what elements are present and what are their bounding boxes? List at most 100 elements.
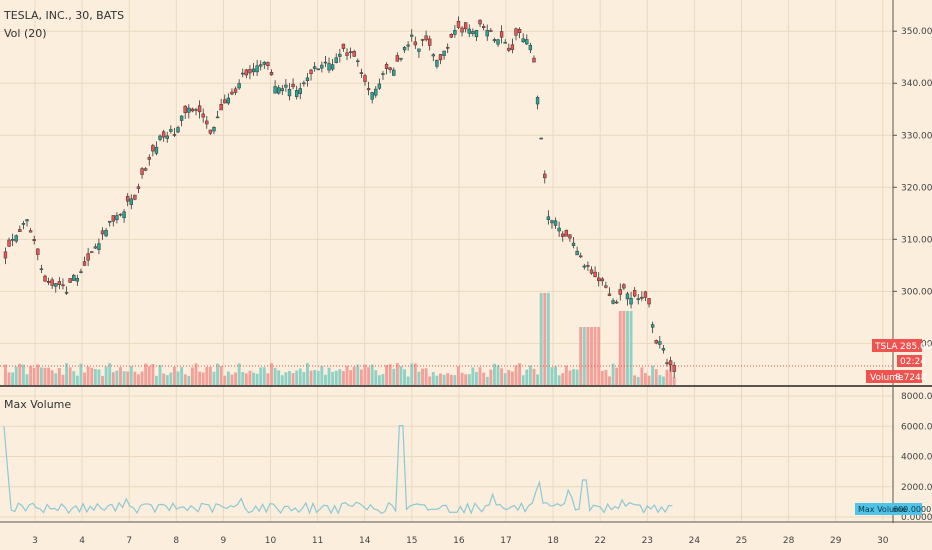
volume-bar: [510, 371, 514, 385]
candle-body: [50, 279, 54, 286]
max-volume-line: [3, 425, 673, 515]
candle-body: [334, 57, 338, 64]
candle-body: [280, 88, 284, 92]
candle-body: [122, 211, 126, 219]
candle-body: [32, 239, 36, 241]
volume-bar: [528, 365, 532, 385]
volume-bar: [151, 364, 155, 385]
volume-bar: [424, 368, 428, 385]
x-tick-label: 4: [79, 536, 85, 546]
candle-body: [442, 50, 446, 56]
volume-bar: [180, 367, 184, 385]
candle-body: [133, 194, 137, 200]
volume-bar: [550, 367, 554, 385]
candle-body: [521, 38, 525, 43]
candle-body: [223, 99, 227, 104]
candle-body: [395, 55, 400, 62]
volume-bar: [237, 363, 241, 385]
x-tick-label: 24: [689, 536, 701, 546]
volume-bar: [399, 366, 403, 385]
volume-bar: [352, 366, 356, 385]
y-tick-label: 310.00: [901, 235, 932, 245]
volume-bar: [554, 366, 557, 385]
candle-body: [456, 20, 461, 28]
candle-body: [658, 341, 662, 345]
volume-bar: [539, 293, 543, 385]
candle-body: [330, 64, 335, 70]
volume-bar: [79, 363, 83, 385]
candle-body: [97, 243, 101, 250]
candle-body: [410, 34, 414, 37]
candle-body: [388, 67, 392, 70]
volume-bar: [194, 363, 198, 385]
candle-body: [108, 220, 112, 223]
candle-body: [438, 54, 443, 61]
candle-body: [345, 52, 349, 56]
candle-body: [445, 47, 450, 49]
x-tick-label: 16: [453, 536, 465, 546]
volume-bar: [176, 371, 180, 385]
volume-bar: [439, 373, 442, 385]
volume-bar: [183, 374, 187, 385]
candle-body: [226, 97, 231, 104]
x-tick-label: 7: [126, 536, 132, 546]
y-tick-label: 4000.0000: [901, 453, 932, 463]
candle-body: [406, 44, 410, 47]
candle-body: [190, 108, 195, 112]
candle-body: [61, 284, 65, 287]
volume-indicator-label: Vol (20): [4, 27, 47, 40]
x-tick-label: 11: [312, 536, 323, 546]
y-tick-label: 350.00: [901, 27, 932, 37]
volume-bar: [144, 363, 148, 385]
candle-body: [586, 265, 590, 267]
volume-bar: [615, 367, 619, 385]
candle-body: [643, 291, 648, 298]
candle-body: [266, 62, 270, 67]
candlesticks[interactable]: [3, 16, 676, 378]
volume-bar: [503, 373, 507, 385]
volume-bars: [4, 293, 676, 385]
candle-body: [561, 233, 565, 237]
candle-body: [338, 53, 342, 57]
volume-bar: [611, 363, 615, 385]
candle-body: [607, 293, 612, 296]
volume-bar: [536, 374, 540, 385]
volume-bar: [262, 367, 266, 385]
candle-body: [611, 300, 615, 304]
candle-body: [312, 66, 317, 69]
volume-bar: [395, 363, 399, 385]
candle-body: [154, 146, 159, 154]
volume-bar: [471, 367, 475, 385]
volume-bar: [604, 369, 608, 385]
candle-body: [46, 280, 51, 283]
max-volume-path: [3, 425, 673, 515]
candle-body: [21, 223, 26, 225]
volume-bar: [47, 367, 51, 385]
candle-body: [392, 69, 396, 76]
candle-body: [575, 250, 579, 256]
candle-body: [277, 87, 281, 94]
volume-bar: [633, 375, 637, 385]
candle-body: [636, 298, 640, 300]
volume-bar: [162, 373, 166, 385]
volume-bar: [579, 327, 583, 385]
candle-body: [93, 246, 98, 249]
candle-body: [640, 296, 644, 299]
x-tick-label: 10: [265, 536, 277, 546]
candle-body: [589, 269, 594, 274]
candle-body: [118, 213, 123, 216]
volume-bar: [597, 327, 601, 385]
volume-bar: [485, 376, 489, 385]
volume-bar: [428, 376, 432, 385]
volume-bar: [406, 376, 410, 385]
volume-bar: [356, 364, 360, 385]
candle-body: [294, 90, 299, 97]
candle-body: [165, 135, 169, 139]
candle-body: [284, 84, 288, 88]
candle-body: [208, 129, 213, 134]
volume-bar: [331, 371, 335, 385]
candle-body: [571, 242, 576, 246]
volume-bar: [223, 375, 227, 385]
candle-body: [399, 57, 403, 60]
